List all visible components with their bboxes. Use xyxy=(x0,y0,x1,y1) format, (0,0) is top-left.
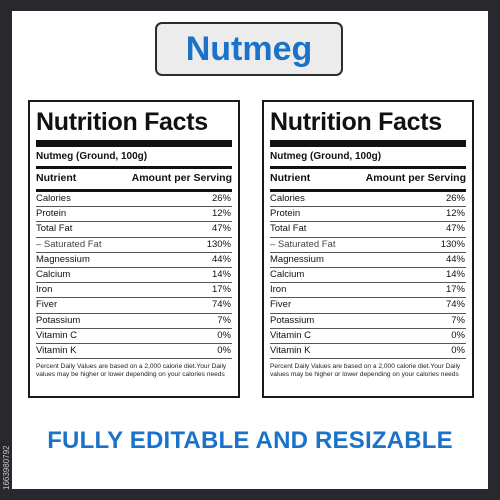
nutrient-name: Fiver xyxy=(270,299,292,311)
nutrient-percent: 12% xyxy=(445,208,465,220)
footnote: Percent Daily Values are based on a 2,00… xyxy=(270,363,461,379)
nutrient-row: – Saturated Fat 130% xyxy=(36,238,232,253)
nutrient-column-header: Nutrient xyxy=(270,172,311,184)
nutrient-column-header: Nutrient xyxy=(36,172,77,184)
nutrient-percent: 47% xyxy=(445,223,465,235)
nutrient-row: Protein 12% xyxy=(270,207,466,223)
nutrient-row: Vitamin C 0% xyxy=(36,329,232,344)
nutrient-row: Calories 26% xyxy=(270,192,466,208)
nutrient-name: Magnessium xyxy=(270,253,324,265)
nutrient-rows: Calories 26% Protein 12% Total Fat 47% – Satur… xyxy=(36,192,232,360)
nutrient-percent: 7% xyxy=(217,314,231,326)
nutrient-percent: 12% xyxy=(211,208,231,220)
nutrient-name: Vitamin K xyxy=(270,344,311,356)
nutrient-name: Potassium xyxy=(270,314,315,326)
divider xyxy=(270,189,466,192)
nutrient-row: Potassium 7% xyxy=(270,314,466,329)
nutrient-name: Iron xyxy=(36,284,53,296)
nutrient-percent: 0% xyxy=(451,329,465,341)
nutrient-row: Calcium 14% xyxy=(270,268,466,284)
nutrient-row: Total Fat 47% xyxy=(270,222,466,238)
nutrient-percent: 7% xyxy=(451,314,465,326)
nutrient-name: Calories xyxy=(36,193,71,204)
nutrient-name: Magnessium xyxy=(36,253,90,265)
label-heading: Nutrition Facts xyxy=(36,108,208,136)
nutrient-name: Vitamin C xyxy=(36,329,78,341)
nutrient-row: Protein 12% xyxy=(36,207,232,223)
nutrient-row: Vitamin K 0% xyxy=(36,344,232,360)
nutrient-row: Magnessium 44% xyxy=(36,253,232,268)
nutrient-name: Protein xyxy=(36,208,67,220)
nutrient-row: – Saturated Fat 130% xyxy=(270,238,466,253)
nutrient-row: Iron 17% xyxy=(270,283,466,299)
nutrient-percent: 26% xyxy=(445,193,465,204)
product-name: Nutmeg (Ground, 100g) xyxy=(270,151,382,162)
nutrient-percent: 74% xyxy=(445,299,465,311)
nutrient-percent: 44% xyxy=(445,253,465,265)
thick-divider xyxy=(270,140,466,147)
nutrient-percent: 130% xyxy=(440,238,465,250)
label-heading: Nutrition Facts xyxy=(270,108,442,136)
amount-column-header: Amount per Serving xyxy=(365,172,466,184)
nutrient-row: Total Fat 47% xyxy=(36,222,232,238)
nutrient-percent: 17% xyxy=(211,284,231,296)
nutrient-row: Calcium 14% xyxy=(36,268,232,284)
nutrient-percent: 0% xyxy=(451,344,465,356)
nutrition-label-right: Nutrition Facts Nutmeg (Ground, 100g) Nu… xyxy=(262,100,474,398)
footnote: Percent Daily Values are based on a 2,00… xyxy=(36,363,227,379)
nutrient-percent: 14% xyxy=(211,268,231,280)
nutrient-name: – Saturated Fat xyxy=(36,238,102,250)
nutrition-label-left: Nutrition Facts Nutmeg (Ground, 100g) Nu… xyxy=(28,100,240,398)
nutrient-percent: 44% xyxy=(211,253,231,265)
nutrient-name: Fiver xyxy=(36,299,58,311)
nutrient-name: Calcium xyxy=(36,268,71,280)
nutrient-percent: 0% xyxy=(217,329,231,341)
nutrient-row: Fiver 74% xyxy=(36,298,232,314)
nutrient-rows: Calories 26% Protein 12% Total Fat 47% – Satur… xyxy=(270,192,466,360)
column-header-row: Nutrient Amount per Serving xyxy=(270,169,466,189)
footer-tagline: FULLY EDITABLE AND RESIZABLE xyxy=(47,427,453,454)
column-header-row: Nutrient Amount per Serving xyxy=(36,169,232,189)
nutrient-percent: 0% xyxy=(217,344,231,356)
nutrient-name: Vitamin K xyxy=(36,344,77,356)
nutrient-row: Magnessium 44% xyxy=(270,253,466,268)
nutrient-row: Calories 26% xyxy=(36,192,232,208)
divider xyxy=(36,189,232,192)
nutrient-row: Vitamin K 0% xyxy=(270,344,466,360)
nutrient-percent: 14% xyxy=(445,268,465,280)
nutrient-row: Iron 17% xyxy=(36,283,232,299)
nutrient-percent: 26% xyxy=(211,193,231,204)
nutrient-name: Potassium xyxy=(36,314,81,326)
nutrient-name: Iron xyxy=(270,284,287,296)
nutrient-row: Fiver 74% xyxy=(270,298,466,314)
nutrient-percent: 130% xyxy=(206,238,231,250)
nutrient-percent: 47% xyxy=(211,223,231,235)
page-title: Nutmeg xyxy=(185,29,313,68)
nutrient-percent: 74% xyxy=(211,299,231,311)
thick-divider xyxy=(36,140,232,147)
nutrient-name: – Saturated Fat xyxy=(270,238,336,250)
title-box: Nutmeg xyxy=(155,22,343,76)
divider xyxy=(270,166,466,169)
nutrient-row: Vitamin C 0% xyxy=(270,329,466,344)
nutrient-name: Calories xyxy=(270,193,305,204)
nutrient-row: Potassium 7% xyxy=(36,314,232,329)
divider xyxy=(36,166,232,169)
nutrient-name: Protein xyxy=(270,208,301,220)
nutrient-name: Vitamin C xyxy=(270,329,312,341)
nutrient-name: Total Fat xyxy=(36,223,73,235)
product-name: Nutmeg (Ground, 100g) xyxy=(36,151,148,162)
nutrient-percent: 17% xyxy=(445,284,465,296)
nutrient-name: Calcium xyxy=(270,268,305,280)
stock-id-watermark: 1663980792 xyxy=(2,445,11,491)
nutrient-name: Total Fat xyxy=(270,223,307,235)
amount-column-header: Amount per Serving xyxy=(131,172,232,184)
